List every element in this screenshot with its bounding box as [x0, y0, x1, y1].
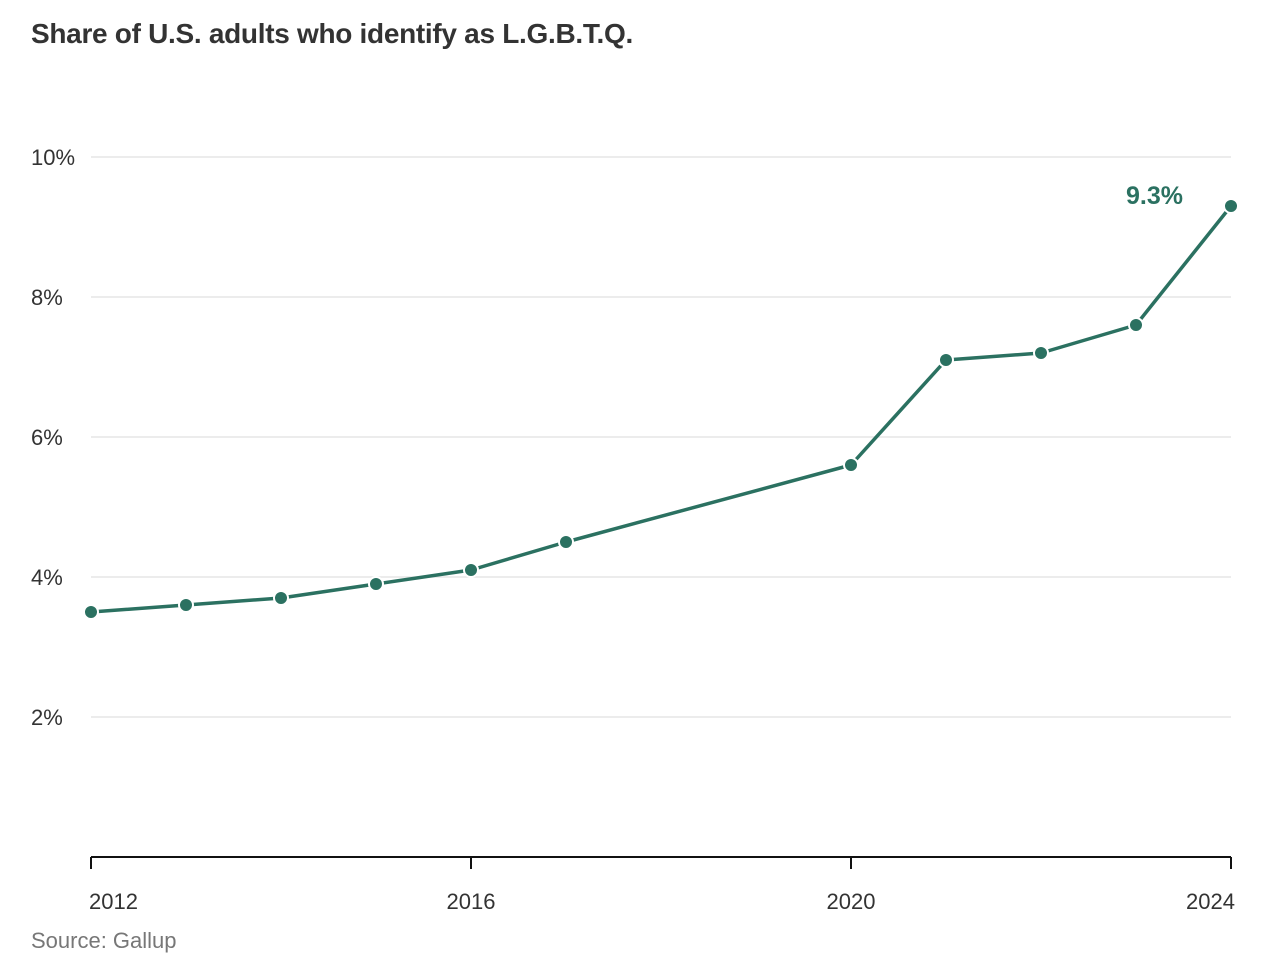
data-point	[1223, 198, 1239, 214]
data-point	[463, 562, 479, 578]
y-tick-label: 6%	[31, 425, 63, 450]
data-point	[1033, 345, 1049, 361]
data-point	[368, 576, 384, 592]
y-tick-label: 4%	[31, 565, 63, 590]
data-point	[1128, 317, 1144, 333]
data-point	[178, 597, 194, 613]
x-tick-label: 2020	[827, 889, 876, 914]
x-tick-label: 2024	[1186, 889, 1235, 914]
data-point	[273, 590, 289, 606]
y-tick-label: 2%	[31, 705, 63, 730]
source-note: Source: Gallup	[31, 928, 177, 953]
data-point	[843, 457, 859, 473]
x-tick-label: 2012	[89, 889, 138, 914]
data-point	[83, 604, 99, 620]
y-tick-label: 8%	[31, 285, 63, 310]
value-annotation: 9.3%	[1126, 182, 1183, 210]
data-point	[938, 352, 954, 368]
x-tick-label: 2016	[447, 889, 496, 914]
series-line	[90, 204, 1233, 614]
data-point	[558, 534, 574, 550]
chart-title: Share of U.S. adults who identify as L.G…	[31, 18, 633, 49]
y-tick-label: 10%	[31, 145, 75, 170]
